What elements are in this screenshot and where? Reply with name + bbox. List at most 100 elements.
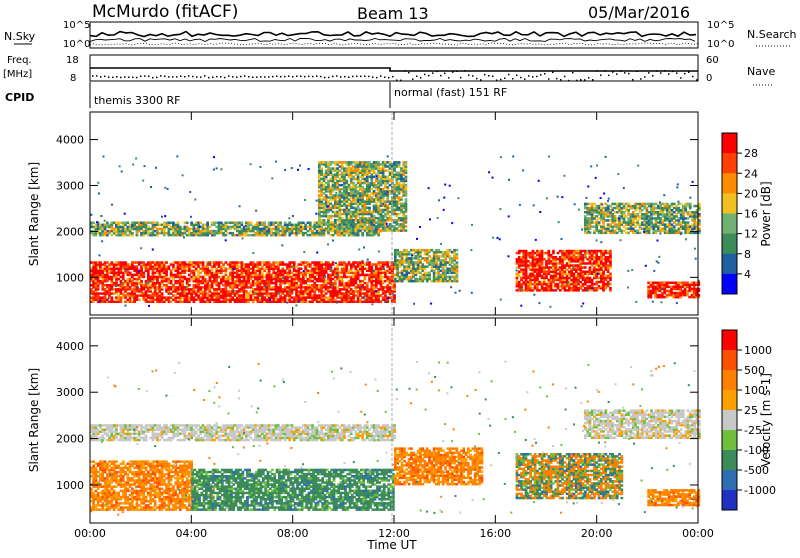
nave-dot [536, 75, 538, 78]
heatmap-cell [242, 269, 246, 272]
heatmap-cell [377, 179, 380, 183]
nave-dot [484, 73, 486, 76]
heatmap-cell [96, 288, 100, 291]
heatmap-cell [299, 277, 303, 281]
heatmap-cell [437, 263, 440, 266]
heatmap-cell [315, 261, 319, 264]
heatmap-cell [156, 221, 159, 224]
heatmap-cell [393, 221, 396, 224]
heatmap-cell [375, 202, 378, 205]
heatmap-cell [192, 275, 196, 279]
heatmap-cell [163, 279, 166, 283]
heatmap-cell [329, 188, 333, 191]
heatmap-cell [208, 261, 212, 264]
heatmap-cell [258, 286, 262, 289]
heatmap-cell [188, 269, 191, 272]
heatmap-cell [391, 190, 394, 193]
heatmap-cell [372, 219, 376, 222]
heatmap-cell [263, 275, 266, 279]
heatmap-cell [359, 163, 362, 166]
heatmap-cell [169, 221, 173, 224]
heatmap-cell [135, 294, 139, 297]
heatmap-cell [286, 290, 289, 293]
heatmap-cell [308, 277, 312, 281]
nave-dot [436, 70, 438, 73]
nave-dot [640, 78, 642, 80]
heatmap-cell [372, 204, 376, 207]
heatmap-cell [347, 173, 351, 176]
heatmap-cell [272, 288, 276, 291]
heatmap-cell [149, 221, 152, 224]
heatmap-cell [249, 221, 253, 224]
heatmap-cell [240, 284, 244, 287]
heatmap-cell [224, 261, 228, 264]
heatmap-cell [115, 223, 118, 227]
heatmap-cell [96, 265, 100, 268]
heatmap-cell [235, 225, 239, 229]
heatmap-cell [375, 198, 378, 201]
heatmap-cell [302, 298, 305, 301]
heatmap-cell [308, 300, 312, 303]
heatmap-cell [151, 269, 155, 272]
heatmap-cell [338, 279, 342, 283]
heatmap-cell [178, 288, 182, 291]
heatmap-cell [178, 279, 182, 283]
heatmap-cell [331, 188, 335, 191]
heatmap-cell [222, 263, 225, 266]
heatmap-cell [395, 194, 399, 197]
heatmap-cell [343, 275, 346, 279]
heatmap-cell [220, 271, 223, 275]
heatmap-cell [318, 267, 321, 270]
heatmap-cell [192, 229, 196, 233]
heatmap-cell [363, 192, 367, 195]
heatmap-cell [242, 288, 246, 291]
heatmap-cell [183, 275, 187, 279]
heatmap-cell [299, 286, 303, 289]
heatmap-cell [336, 277, 339, 281]
nave-dot [260, 76, 262, 78]
heatmap-cell [254, 296, 257, 299]
heatmap-cell [349, 210, 353, 214]
heatmap-cell [370, 210, 374, 214]
heatmap-cell [381, 171, 385, 174]
heatmap-cell [163, 267, 166, 270]
heatmap-cell [419, 248, 422, 252]
heatmap-cell [286, 263, 289, 266]
heatmap-cell [343, 192, 346, 195]
heatmap-cell [133, 286, 136, 289]
heatmap-cell [140, 267, 143, 270]
heatmap-cell [352, 265, 355, 268]
heatmap-cell [397, 171, 401, 174]
heatmap-cell [370, 196, 374, 199]
heatmap-cell [265, 300, 269, 303]
heatmap-cell [412, 257, 415, 260]
nave-dot [348, 76, 350, 78]
heatmap-cell [393, 208, 396, 212]
heatmap-cell [172, 286, 175, 289]
heatmap-cell [368, 298, 371, 301]
heatmap-cell [94, 223, 98, 227]
heatmap-cell [176, 225, 180, 229]
heatmap-cell [322, 231, 326, 235]
nave-dot [320, 75, 322, 78]
heatmap-cell [178, 273, 182, 277]
heatmap-cell [128, 231, 132, 235]
heatmap-cell [108, 300, 111, 303]
heatmap-cell [393, 198, 396, 201]
heatmap-cell [359, 281, 362, 285]
heatmap-cell [318, 219, 321, 222]
nave-dot [604, 70, 606, 72]
heatmap-cell [361, 261, 364, 264]
heatmap-cell [451, 265, 454, 268]
heatmap-cell [135, 284, 139, 287]
heatmap-cell [349, 177, 353, 181]
heatmap-cell [133, 288, 136, 291]
heatmap-cell [167, 290, 171, 293]
heatmap-cell [140, 223, 143, 227]
heatmap-cell [386, 190, 390, 193]
heatmap-cell [272, 223, 276, 227]
heatmap-cell [106, 284, 109, 287]
heatmap-cell [103, 223, 107, 227]
heatmap-cell [229, 294, 232, 297]
